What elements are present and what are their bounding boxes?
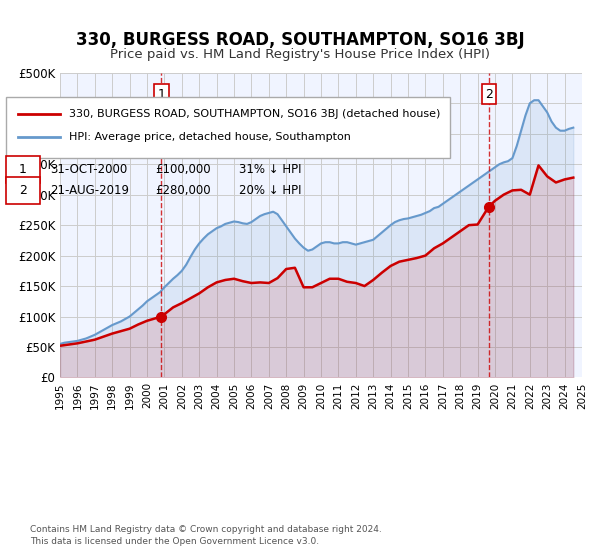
Text: HPI: Average price, detached house, Southampton: HPI: Average price, detached house, Sout… — [72, 135, 354, 145]
Text: 1: 1 — [19, 163, 27, 176]
Text: Price paid vs. HM Land Registry's House Price Index (HPI): Price paid vs. HM Land Registry's House … — [110, 48, 490, 60]
Text: 1: 1 — [158, 87, 166, 101]
Text: 330, BURGESS ROAD, SOUTHAMPTON, SO16 3BJ (detached house): 330, BURGESS ROAD, SOUTHAMPTON, SO16 3BJ… — [69, 109, 440, 119]
Text: 2: 2 — [485, 87, 493, 101]
Text: 330, BURGESS ROAD, SOUTHAMPTON, SO16 3BJ (detached house): 330, BURGESS ROAD, SOUTHAMPTON, SO16 3BJ… — [72, 110, 443, 120]
Text: 21-AUG-2019: 21-AUG-2019 — [50, 184, 129, 197]
Text: 20% ↓ HPI: 20% ↓ HPI — [239, 184, 301, 197]
Text: Contains HM Land Registry data © Crown copyright and database right 2024.
This d: Contains HM Land Registry data © Crown c… — [30, 525, 382, 546]
Text: 330, BURGESS ROAD, SOUTHAMPTON, SO16 3BJ: 330, BURGESS ROAD, SOUTHAMPTON, SO16 3BJ — [76, 31, 524, 49]
Text: HPI: Average price, detached house, Southampton: HPI: Average price, detached house, Sout… — [69, 132, 351, 142]
Text: 31% ↓ HPI: 31% ↓ HPI — [239, 163, 301, 176]
Text: £280,000: £280,000 — [155, 184, 211, 197]
Text: 2: 2 — [19, 184, 27, 197]
Text: 31-OCT-2000: 31-OCT-2000 — [50, 163, 127, 176]
Text: £100,000: £100,000 — [155, 163, 211, 176]
